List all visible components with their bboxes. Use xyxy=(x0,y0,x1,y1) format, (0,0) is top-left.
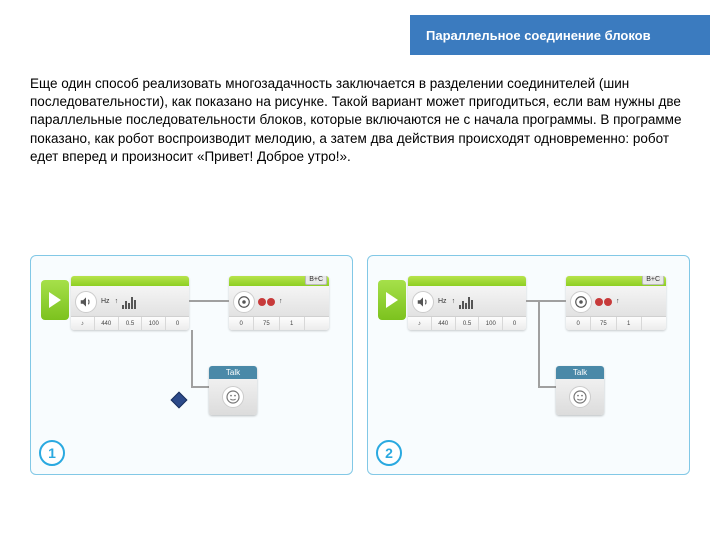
panel-1: 1 Hz ↑ ♪ 440 0.5 xyxy=(30,255,353,475)
bars-icon xyxy=(459,295,473,309)
speaker-icon xyxy=(412,291,434,313)
face-icon xyxy=(569,386,591,408)
diagram-row: 1 Hz ↑ ♪ 440 0.5 xyxy=(30,255,690,475)
talk-block: Talk xyxy=(556,366,604,415)
sequence-wire xyxy=(189,300,229,302)
bars-icon xyxy=(122,295,136,309)
panel-2: 2 Hz ↑ ♪ 440 0.5 xyxy=(367,255,690,475)
start-block-icon xyxy=(41,280,69,320)
sound-params: ♪ 440 0.5 100 0 xyxy=(71,316,189,330)
port-label: B+C xyxy=(305,276,327,285)
branch-wire-h xyxy=(538,386,556,388)
canvas-2: Hz ↑ ♪ 440 0.5 100 0 B+C xyxy=(378,266,679,464)
face-icon xyxy=(222,386,244,408)
wheel-icon xyxy=(595,298,612,306)
steering-icon xyxy=(233,291,255,313)
arrow-label: ↑ xyxy=(115,298,119,305)
branch-wire-v xyxy=(191,330,193,388)
title-bar: Параллельное соединение блоков xyxy=(410,15,710,55)
port-label: B+C xyxy=(642,276,664,285)
move-block: B+C ↑ 0 75 1 xyxy=(566,276,666,330)
start-block-icon xyxy=(378,280,406,320)
talk-header: Talk xyxy=(209,366,257,379)
speaker-icon xyxy=(75,291,97,313)
steering-icon xyxy=(570,291,592,313)
title-text: Параллельное соединение блоков xyxy=(426,28,651,43)
move-params: 0 75 1 xyxy=(229,316,329,330)
sound-block: Hz ↑ ♪ 440 0.5 100 0 xyxy=(71,276,189,330)
move-block: B+C ↑ 0 75 1 xyxy=(229,276,329,330)
sequence-wire xyxy=(526,300,566,302)
cursor-diamond-icon xyxy=(171,392,188,409)
canvas-1: Hz ↑ ♪ 440 0.5 100 0 B+C xyxy=(41,266,342,464)
talk-block: Talk xyxy=(209,366,257,415)
wheel-icon xyxy=(258,298,275,306)
branch-wire-h xyxy=(191,386,209,388)
sound-block: Hz ↑ ♪ 440 0.5 100 0 xyxy=(408,276,526,330)
hz-label: Hz xyxy=(101,298,110,305)
body-paragraph: Еще один способ реализовать многозадачно… xyxy=(30,75,690,166)
branch-wire-v xyxy=(538,300,540,386)
